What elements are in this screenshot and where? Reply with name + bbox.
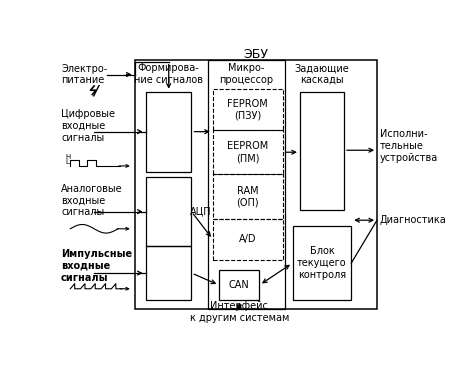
Text: Электро-
питание: Электро- питание (61, 64, 107, 85)
Text: Задающие
каскады: Задающие каскады (294, 63, 349, 85)
Bar (213, 174, 283, 219)
Text: EEPROM
(ПМ): EEPROM (ПМ) (227, 141, 268, 163)
Bar (300, 92, 344, 210)
Bar (208, 60, 285, 309)
Text: Интерфейс
к другим системам: Интерфейс к другим системам (190, 302, 289, 323)
Text: Микро-
процессор: Микро- процессор (219, 63, 273, 85)
Bar (135, 60, 377, 309)
Text: АЦП: АЦП (190, 207, 211, 217)
Text: Диагностика: Диагностика (380, 215, 447, 225)
Text: Аналоговые
входные
сигналы: Аналоговые входные сигналы (61, 184, 123, 217)
Text: H: H (66, 154, 71, 160)
Bar (146, 246, 191, 300)
Text: Формирова-
ние сигналов: Формирова- ние сигналов (134, 63, 203, 85)
Text: Блок
текущего
контроля: Блок текущего контроля (297, 246, 346, 280)
Text: Исполни-
тельные
устройства: Исполни- тельные устройства (380, 129, 438, 162)
Bar (213, 130, 283, 174)
Text: FEPROM
(ПЗУ): FEPROM (ПЗУ) (228, 99, 268, 120)
Text: RAM
(ОП): RAM (ОП) (237, 186, 259, 207)
Bar (219, 270, 259, 300)
Bar (146, 92, 191, 172)
Bar (213, 219, 283, 260)
Text: L: L (66, 159, 70, 165)
Bar (146, 177, 191, 246)
Bar (213, 89, 283, 130)
Text: ЭБУ: ЭБУ (243, 48, 268, 61)
Text: CAN: CAN (229, 280, 250, 290)
Text: /: / (93, 83, 99, 97)
Text: A/D: A/D (239, 234, 256, 244)
Text: Цифровые
входные
сигналы: Цифровые входные сигналы (61, 109, 115, 142)
Bar (292, 226, 351, 300)
Text: Импульсные
входные
сигналы: Импульсные входные сигналы (61, 249, 132, 282)
